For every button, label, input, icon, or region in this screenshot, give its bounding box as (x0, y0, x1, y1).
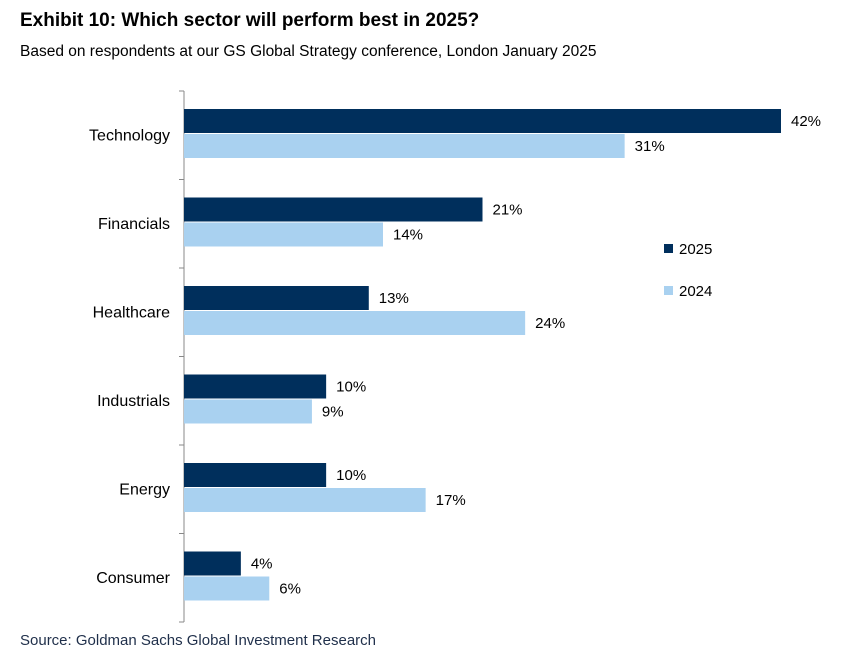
legend-swatch-2024 (664, 286, 673, 295)
bar-2024-healthcare (184, 311, 526, 335)
category-label-financials: Financials (98, 216, 170, 233)
data-label-2025-financials: 21% (493, 202, 523, 219)
bar-2025-industrials (184, 374, 327, 399)
data-label-2025-industrials: 10% (336, 379, 366, 396)
data-label-2025-healthcare: 13% (379, 290, 409, 307)
category-label-technology: Technology (89, 127, 170, 144)
legend-swatch-2025 (664, 244, 673, 253)
data-label-2024-technology: 31% (635, 138, 665, 155)
data-label-2024-financials: 14% (393, 227, 423, 244)
bar-2025-technology (184, 109, 781, 133)
legend-label-2025: 2025 (679, 241, 712, 258)
data-label-2025-technology: 42% (791, 113, 821, 130)
category-label-healthcare: Healthcare (93, 304, 170, 321)
bar-2025-healthcare (184, 286, 369, 310)
bar-2024-energy (184, 488, 426, 512)
data-label-2025-energy: 10% (336, 467, 366, 484)
legend-label-2024: 2024 (679, 283, 712, 300)
category-label-consumer: Consumer (96, 570, 170, 587)
data-label-2025-consumer: 4% (251, 556, 273, 573)
bar-2024-financials (184, 222, 383, 247)
chart-subtitle: Based on respondents at our GS Global St… (20, 43, 597, 60)
bar-2025-consumer (184, 551, 241, 576)
chart-title: Exhibit 10: Which sector will perform be… (20, 10, 480, 31)
bar-2025-financials (184, 197, 483, 222)
data-label-2024-industrials: 9% (322, 404, 344, 421)
data-label-2024-energy: 17% (436, 492, 466, 509)
category-label-industrials: Industrials (97, 393, 170, 410)
category-label-energy: Energy (119, 481, 170, 498)
bar-2024-technology (184, 134, 625, 158)
source-note: Source: Goldman Sachs Global Investment … (20, 632, 377, 649)
data-label-2024-healthcare: 24% (535, 315, 565, 332)
bar-2024-industrials (184, 399, 312, 424)
bar-2025-energy (184, 463, 327, 487)
bar-2024-consumer (184, 576, 270, 601)
data-label-2024-consumer: 6% (279, 581, 301, 598)
